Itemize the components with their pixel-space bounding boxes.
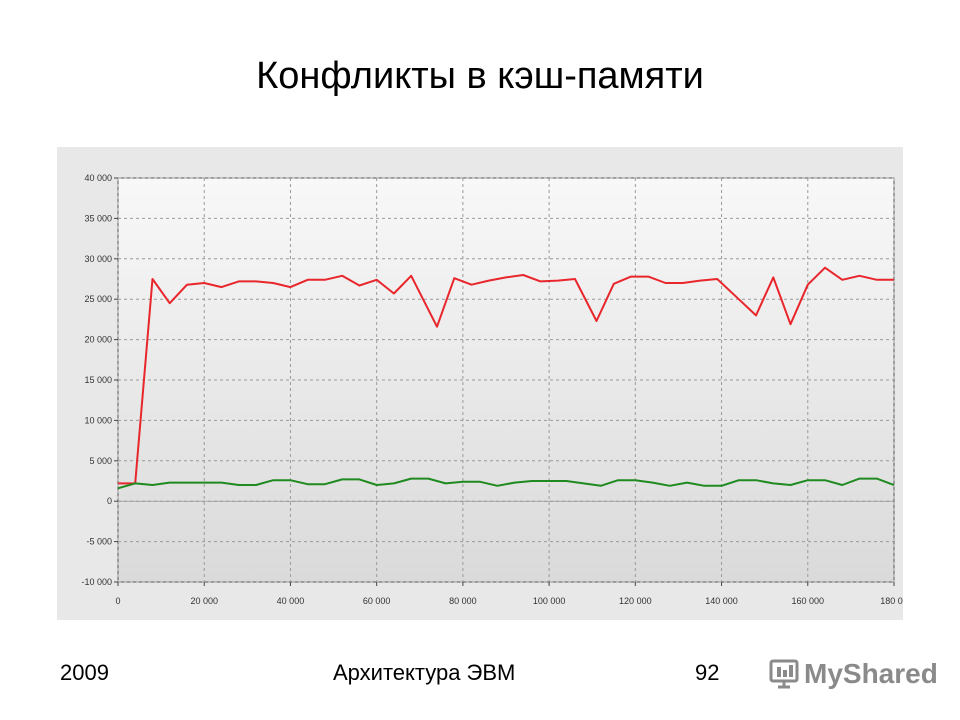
x-tick-label: 120 000 — [619, 596, 652, 606]
x-tick-label: 20 000 — [190, 596, 218, 606]
logo-text: MyShared — [804, 658, 938, 689]
series-line-red — [118, 266, 894, 485]
series-layer — [117, 266, 895, 490]
footer-page-number: 92 — [695, 660, 720, 685]
y-tick-label: 35 000 — [84, 213, 112, 223]
x-tick-label: 40 000 — [277, 596, 305, 606]
y-tick-label: 30 000 — [84, 254, 112, 264]
x-tick-label: 100 000 — [533, 596, 566, 606]
y-tick-label: 0 — [107, 496, 112, 506]
x-axis: 0 20 000 40 000 60 000 80 000 100 000 120 000 1… — [115, 582, 908, 606]
series-line-green — [117, 477, 895, 490]
chart-container: -10 000 -5 000 0 5 000 10 000 15 000 20 000 25 … — [57, 147, 908, 620]
footer-course: Архитектура ЭВМ — [333, 660, 516, 685]
x-tick-label: 0 — [115, 596, 120, 606]
y-axis: -10 000 -5 000 0 5 000 10 000 15 000 20 000 25 … — [81, 173, 118, 587]
grid-lines — [117, 177, 895, 583]
line-chart: -10 000 -5 000 0 5 000 10 000 15 000 20 000 25 … — [57, 147, 908, 620]
footer-year: 2009 — [60, 660, 109, 685]
slide-title: Конфликты в кэш-памяти — [256, 55, 704, 97]
myshared-logo: MyShared — [768, 654, 938, 694]
presentation-board-icon — [769, 659, 799, 689]
y-tick-label: 40 000 — [84, 173, 112, 183]
x-tick-label: 160 000 — [792, 596, 825, 606]
y-tick-label: -10 000 — [81, 577, 112, 587]
x-tick-label: 80 000 — [449, 596, 477, 606]
y-tick-label: 10 000 — [84, 415, 112, 425]
x-tick-label: 180 00 — [880, 596, 903, 606]
x-tick-label: 60 000 — [363, 596, 391, 606]
y-tick-label: 15 000 — [84, 375, 112, 385]
y-tick-label: 5 000 — [89, 456, 112, 466]
plot-area — [117, 177, 895, 583]
y-tick-label: 25 000 — [84, 294, 112, 304]
x-tick-label: 140 000 — [705, 596, 738, 606]
y-tick-label: 20 000 — [84, 335, 112, 345]
y-tick-label: -5 000 — [86, 537, 112, 547]
